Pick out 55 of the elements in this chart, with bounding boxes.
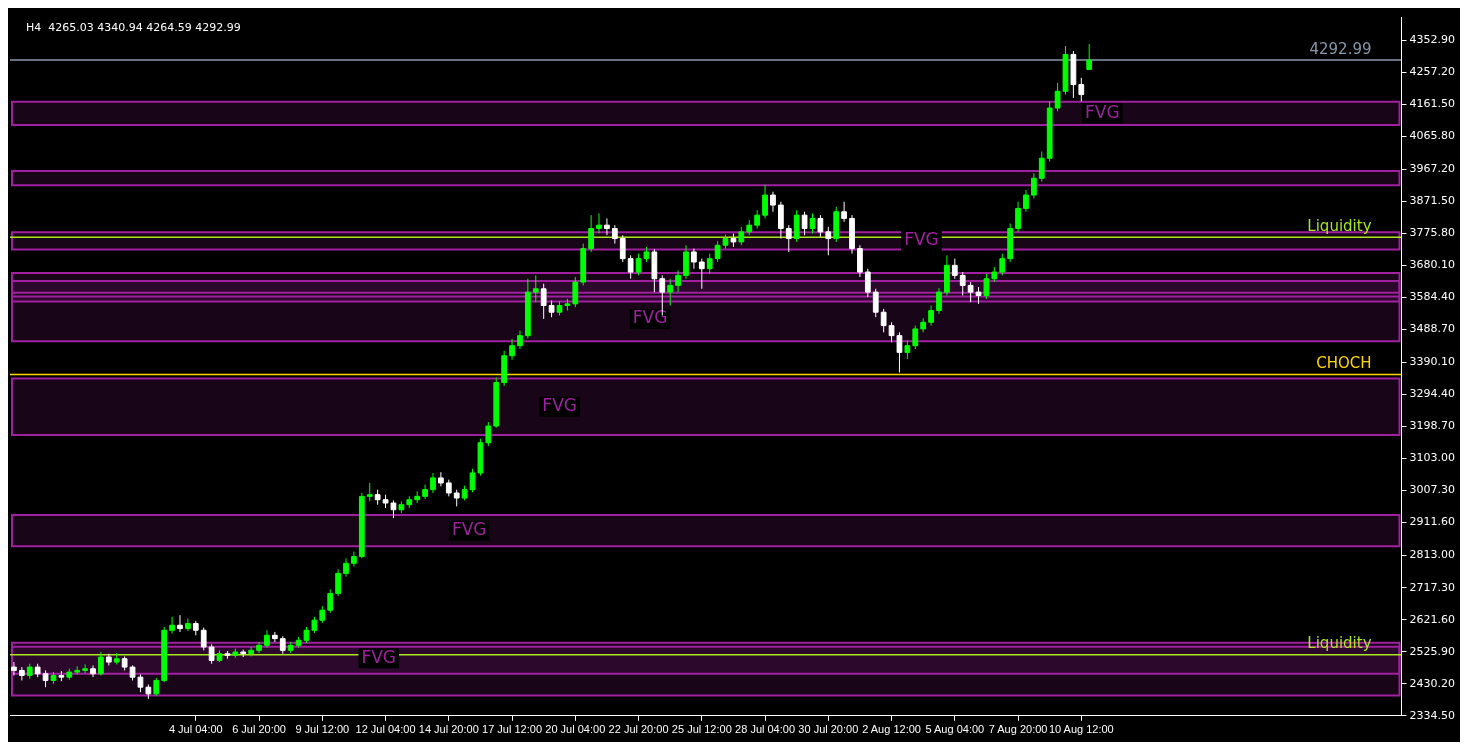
ref-line-label: 4292.99: [1309, 39, 1372, 58]
x-tick-label: 25 Jul 12:00: [671, 723, 732, 736]
x-tick-label: 28 Jul 04:00: [735, 723, 796, 736]
y-tick-label: 3103.00: [1409, 451, 1456, 465]
x-tick-label: 7 Aug 20:00: [988, 723, 1048, 736]
y-tick-label: 4257.20: [1409, 64, 1456, 78]
x-tick-label: 9 Jul 12:00: [295, 723, 350, 736]
y-tick-label: 3967.20: [1409, 162, 1456, 176]
candlestick: [82, 663, 88, 674]
band-label: FVG: [542, 395, 577, 416]
y-tick-label: 3584.40: [1409, 290, 1456, 304]
y-tick-label: 3390.10: [1409, 355, 1456, 369]
band-label: FVG: [361, 646, 397, 667]
y-tick-label: 3198.70: [1409, 419, 1456, 433]
y-tick-label: 3871.50: [1409, 194, 1456, 208]
x-tick-label: 30 Jul 20:00: [798, 723, 859, 736]
y-tick-label: 3488.70: [1409, 322, 1456, 336]
x-tick-label: 5 Aug 04:00: [925, 723, 985, 736]
candlestick: [683, 244, 689, 280]
band-label: FVG: [1085, 101, 1120, 122]
y-tick-label: 3680.10: [1409, 258, 1456, 272]
candlestick: [841, 201, 847, 223]
y-tick-label: 2621.60: [1409, 612, 1456, 626]
y-tick-label: 2717.30: [1409, 580, 1456, 594]
x-tick-label: 6 Jul 20:00: [232, 723, 286, 736]
x-tick-label: 14 Jul 20:00: [418, 723, 479, 736]
x-tick-label: 22 Jul 20:00: [608, 723, 669, 736]
x-tick-label: 17 Jul 12:00: [482, 723, 543, 736]
x-tick-label: 4 Jul 04:00: [168, 723, 223, 736]
band-label: FVG: [904, 229, 939, 250]
x-tick-label: 20 Jul 04:00: [545, 723, 606, 736]
ref-line-label: Liquidity: [1307, 216, 1372, 235]
candlestick: [351, 551, 357, 568]
candlestick: [501, 350, 508, 387]
y-tick-label: 2525.90: [1409, 644, 1456, 658]
x-tick-label: 12 Jul 04:00: [355, 723, 416, 736]
y-tick-label: 2334.50: [1409, 708, 1456, 722]
ref-line-label: CHOCH: [1316, 353, 1372, 372]
y-tick-label: 4352.90: [1409, 32, 1456, 46]
y-tick-label: 3294.40: [1409, 387, 1456, 401]
ref-line-label: Liquidity: [1307, 634, 1372, 653]
band-label: FVG: [632, 307, 668, 328]
x-tick-label: 10 Aug 12:00: [1048, 723, 1114, 736]
chart-title: H4 4265.03 4340.94 4264.59 4292.99: [26, 20, 241, 34]
y-tick-label: 2911.60: [1409, 515, 1456, 529]
y-tick-label: 4065.80: [1409, 129, 1456, 143]
y-tick-label: 3775.80: [1409, 226, 1456, 240]
band-label: FVG: [451, 519, 487, 540]
candlestick: [928, 305, 934, 327]
y-tick-label: 4161.50: [1409, 97, 1456, 110]
y-tick-label: 3007.30: [1409, 483, 1456, 497]
y-tick-label: 2813.00: [1409, 548, 1456, 562]
candlestick: [857, 244, 863, 278]
y-tick-label: 2430.20: [1409, 676, 1456, 690]
x-tick-label: 2 Aug 12:00: [862, 723, 921, 736]
